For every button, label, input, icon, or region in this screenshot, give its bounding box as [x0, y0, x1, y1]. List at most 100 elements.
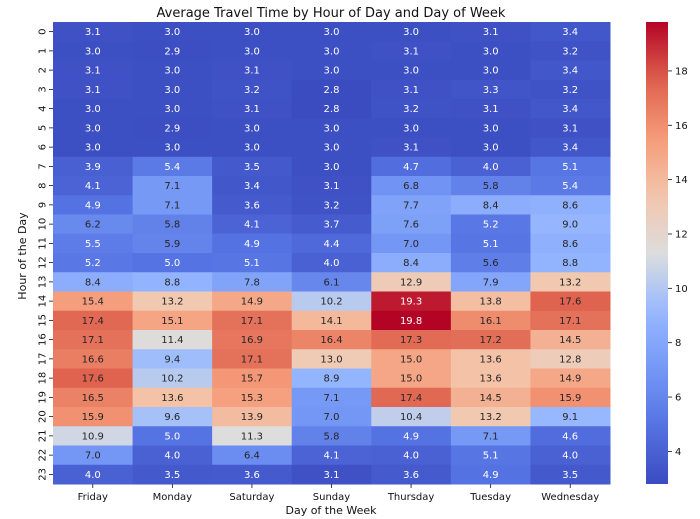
heatmap-cell	[53, 387, 134, 408]
cell-value-label: 3.0	[164, 104, 180, 115]
heatmap-cell	[450, 22, 531, 42]
heatmap-cell	[291, 368, 372, 389]
heatmap-cell	[530, 272, 611, 292]
cell-value-label: 3.0	[85, 143, 101, 154]
y-tick-label: 15	[38, 314, 49, 327]
heatmap-cell	[291, 176, 372, 196]
heatmap-cell	[53, 253, 134, 273]
y-tick-label: 12	[38, 256, 49, 269]
cell-value-label: 13.8	[480, 297, 502, 308]
cell-value-label: 7.1	[324, 393, 340, 404]
heatmap-cell	[132, 310, 213, 331]
heatmap-cell	[371, 368, 452, 389]
colorbar-tick-label: 14	[675, 175, 688, 186]
heatmap-cell	[291, 41, 372, 61]
heatmap-cell	[291, 272, 372, 292]
heatmap-cell	[291, 426, 372, 446]
heatmap-cell	[450, 464, 531, 485]
heatmap-cell	[371, 272, 452, 292]
cell-value-label: 17.1	[241, 354, 263, 365]
heatmap-cell	[53, 60, 134, 81]
heatmap-cell	[371, 137, 452, 158]
cell-value-label: 3.3	[483, 85, 499, 96]
heatmap-cell	[212, 445, 293, 466]
heatmap-cell	[530, 330, 611, 350]
heatmap-cell	[530, 387, 611, 408]
cell-value-label: 15.0	[400, 374, 422, 385]
heatmap-cell	[450, 60, 531, 81]
cell-value-label: 7.8	[244, 277, 260, 288]
cell-value-label: 3.0	[324, 162, 340, 173]
y-tick-label: 16	[38, 333, 49, 346]
heatmap-cell	[212, 407, 293, 427]
heatmap-cell	[212, 60, 293, 81]
heatmap-cell	[450, 349, 531, 369]
heatmap-cell	[530, 195, 611, 215]
cell-value-label: 3.1	[244, 104, 260, 115]
heatmap-cell	[530, 368, 611, 389]
heatmap-cells: 3.1 3.0 3.0 3.0 3.0 3.1 3.4 3.0 2.9 3.0 3.0 3.1 3.0 3…	[53, 22, 611, 485]
cell-value-label: 19.3	[400, 297, 422, 308]
heatmap-cell	[53, 22, 134, 42]
cell-value-label: 5.5	[85, 239, 101, 250]
cell-value-label: 3.2	[324, 200, 340, 211]
cell-value-label: 14.9	[559, 374, 581, 385]
cell-value-label: 5.9	[164, 239, 180, 250]
cell-value-label: 2.9	[164, 123, 180, 134]
heatmap-cell	[450, 41, 531, 61]
heatmap-cell	[450, 176, 531, 196]
cell-value-label: 14.5	[559, 335, 581, 346]
heatmap-cell	[371, 291, 452, 312]
cell-value-label: 3.4	[562, 27, 578, 38]
cell-value-label: 8.4	[403, 258, 419, 269]
heatmap-cell	[53, 272, 134, 292]
cell-value-label: 3.2	[562, 85, 578, 96]
x-tick-label: Wednesday	[541, 492, 599, 503]
heatmap-cell	[212, 99, 293, 119]
heatmap-cell	[132, 330, 213, 350]
heatmap-cell	[371, 407, 452, 427]
cell-value-label: 7.0	[324, 412, 340, 423]
y-tick-label: 14	[38, 295, 49, 308]
heatmap-cell	[450, 407, 531, 427]
cell-value-label: 17.1	[241, 316, 263, 327]
cell-value-label: 7.7	[403, 200, 419, 211]
cell-value-label: 6.4	[244, 451, 260, 462]
cell-value-label: 10.9	[82, 431, 104, 442]
heatmap-cell	[450, 330, 531, 350]
y-tick-label: 6	[38, 144, 49, 150]
heatmap-cell	[212, 233, 293, 254]
y-tick-label: 3	[38, 86, 49, 92]
heatmap-cell	[132, 387, 213, 408]
heatmap-cell	[291, 60, 372, 81]
cell-value-label: 10.2	[161, 374, 183, 385]
heatmap-cell	[212, 156, 293, 177]
heatmap-cell	[291, 387, 372, 408]
heatmap-cell	[132, 214, 213, 235]
cell-value-label: 3.4	[244, 181, 260, 192]
heatmap-cell	[132, 156, 213, 177]
heatmap-cell	[450, 310, 531, 331]
cell-value-label: 3.1	[324, 470, 340, 481]
cell-value-label: 7.1	[164, 200, 180, 211]
heatmap-cell	[53, 349, 134, 369]
y-tick-label: 5	[38, 125, 49, 131]
colorbar-tick-label: 10	[675, 284, 688, 295]
cell-value-label: 3.0	[403, 27, 419, 38]
cell-value-label: 15.7	[241, 374, 263, 385]
colorbar-gradient	[646, 22, 668, 484]
heatmap-cell	[530, 60, 611, 81]
cell-value-label: 3.0	[483, 143, 499, 154]
colorbar-tick-label: 8	[675, 338, 681, 349]
heatmap-cell	[291, 99, 372, 119]
chart-title: Average Travel Time by Hour of Day and D…	[157, 6, 506, 21]
cell-value-label: 3.0	[164, 85, 180, 96]
heatmap-cell	[53, 214, 134, 235]
cell-value-label: 3.2	[403, 104, 419, 115]
heatmap-cell	[450, 368, 531, 389]
cell-value-label: 3.7	[324, 220, 340, 231]
cell-value-label: 3.2	[562, 46, 578, 57]
cell-value-label: 16.1	[480, 316, 502, 327]
cell-value-label: 15.3	[241, 393, 263, 404]
